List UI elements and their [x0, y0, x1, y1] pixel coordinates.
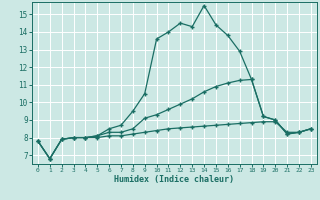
X-axis label: Humidex (Indice chaleur): Humidex (Indice chaleur)	[115, 175, 234, 184]
